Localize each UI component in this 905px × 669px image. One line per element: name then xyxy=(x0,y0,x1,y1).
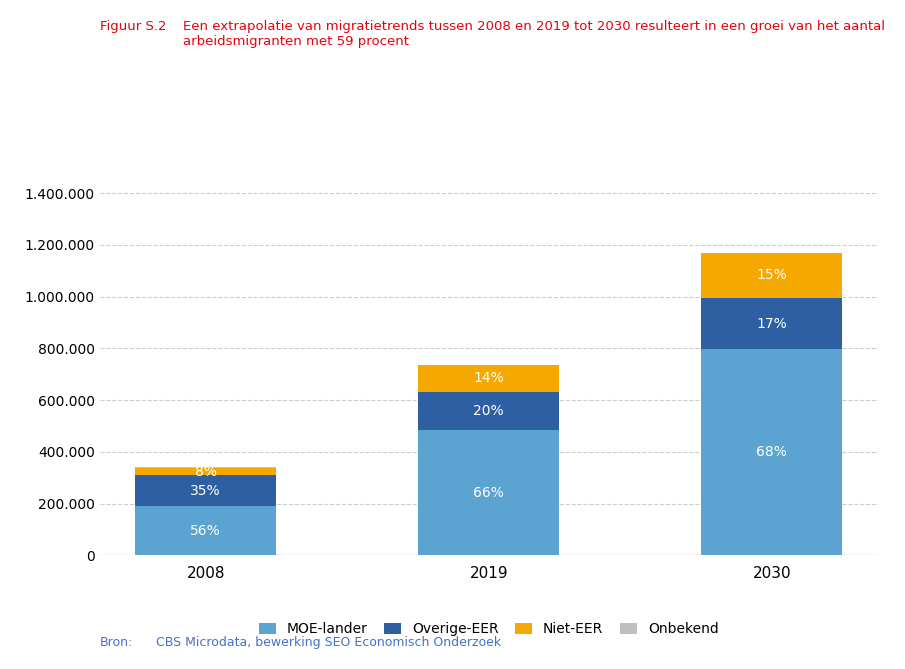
Text: 66%: 66% xyxy=(473,486,504,500)
Text: 14%: 14% xyxy=(473,371,504,385)
Text: 17%: 17% xyxy=(757,316,787,330)
Text: 15%: 15% xyxy=(757,268,787,282)
Text: 20%: 20% xyxy=(473,404,504,417)
Text: 35%: 35% xyxy=(190,484,221,498)
Bar xyxy=(701,298,843,349)
Text: 68%: 68% xyxy=(757,446,787,460)
Text: CBS Microdata, bewerking SEO Economisch Onderzoek: CBS Microdata, bewerking SEO Economisch … xyxy=(156,636,500,649)
Bar xyxy=(418,392,559,429)
Bar xyxy=(701,349,843,555)
Text: 56%: 56% xyxy=(190,524,221,538)
Bar xyxy=(418,429,559,555)
Legend: MOE-lander, Overige-EER, Niet-EER, Onbekend: MOE-lander, Overige-EER, Niet-EER, Onbek… xyxy=(253,617,724,642)
Text: Bron:: Bron: xyxy=(100,636,133,649)
Bar xyxy=(135,468,276,475)
Bar xyxy=(135,475,276,506)
Text: 8%: 8% xyxy=(195,465,216,479)
Bar xyxy=(135,506,276,555)
Text: Een extrapolatie van migratietrends tussen 2008 en 2019 tot 2030 resulteert in e: Een extrapolatie van migratietrends tuss… xyxy=(183,20,885,48)
Bar xyxy=(418,365,559,392)
Text: Figuur S.2: Figuur S.2 xyxy=(100,20,166,33)
Bar xyxy=(701,253,843,298)
